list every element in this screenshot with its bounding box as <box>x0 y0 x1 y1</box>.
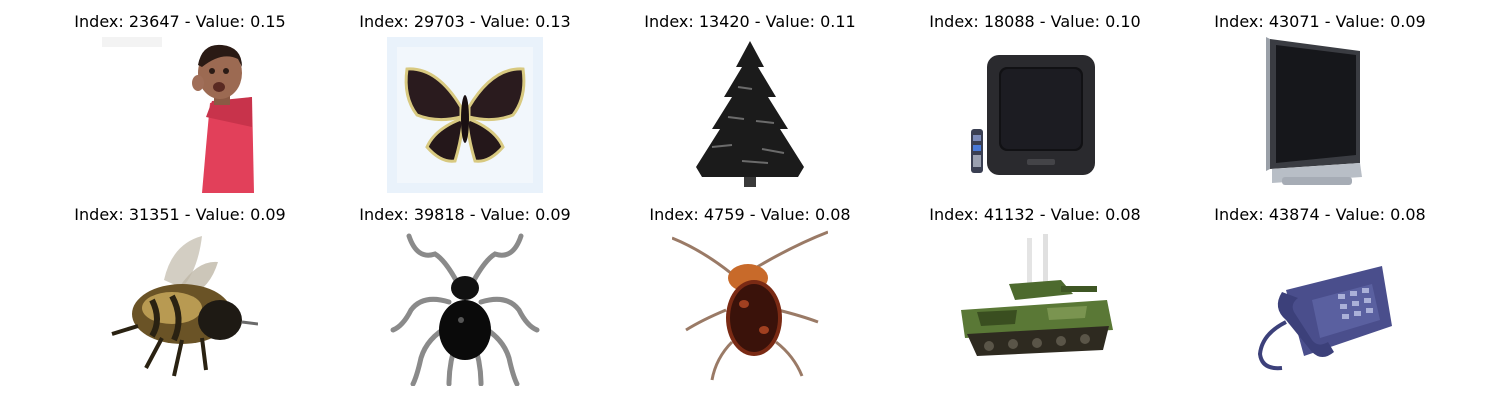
image-title: Index: 4759 - Value: 0.08 <box>649 205 851 224</box>
image-title: Index: 29703 - Value: 0.13 <box>359 12 571 31</box>
beetle-thumbnail <box>672 230 828 386</box>
image-title: Index: 13420 - Value: 0.11 <box>644 12 856 31</box>
grid-cell: Index: 4759 - Value: 0.08 <box>630 205 870 395</box>
spider-thumbnail <box>387 230 543 386</box>
grid-cell: Index: 43071 - Value: 0.09 <box>1200 12 1440 197</box>
grid-cell: Index: 13420 - Value: 0.11 <box>630 12 870 197</box>
telephone-thumbnail <box>1242 230 1398 386</box>
grid-cell: Index: 43874 - Value: 0.08 <box>1200 205 1440 395</box>
spider-icon <box>387 230 543 386</box>
crt-television-icon <box>957 37 1113 193</box>
grid-cell: Index: 23647 - Value: 0.15 <box>60 12 300 197</box>
tree-thumbnail <box>672 37 828 193</box>
beetle-icon <box>672 230 828 386</box>
tank-thumbnail <box>957 230 1113 386</box>
grid-cell: Index: 31351 - Value: 0.09 <box>60 205 300 395</box>
bee-thumbnail <box>102 230 258 386</box>
flat-television-thumbnail <box>1242 37 1398 193</box>
person-thumbnail <box>102 37 258 193</box>
image-title: Index: 23647 - Value: 0.15 <box>74 12 286 31</box>
grid-cell: Index: 41132 - Value: 0.08 <box>915 205 1155 395</box>
flat-television-icon <box>1242 37 1398 193</box>
grid-cell: Index: 29703 - Value: 0.13 <box>345 12 585 197</box>
image-title: Index: 18088 - Value: 0.10 <box>929 12 1141 31</box>
crt-television-thumbnail <box>957 37 1113 193</box>
tree-icon <box>672 37 828 193</box>
telephone-icon <box>1242 230 1398 386</box>
butterfly-icon <box>387 37 543 193</box>
image-title: Index: 43071 - Value: 0.09 <box>1214 12 1426 31</box>
person-icon <box>102 37 258 193</box>
butterfly-thumbnail <box>387 37 543 193</box>
tank-icon <box>957 230 1113 386</box>
image-title: Index: 39818 - Value: 0.09 <box>359 205 571 224</box>
grid-cell: Index: 18088 - Value: 0.10 <box>915 12 1155 197</box>
image-title: Index: 41132 - Value: 0.08 <box>929 205 1141 224</box>
bee-icon <box>102 230 258 386</box>
image-title: Index: 43874 - Value: 0.08 <box>1214 205 1426 224</box>
image-title: Index: 31351 - Value: 0.09 <box>74 205 286 224</box>
grid-cell: Index: 39818 - Value: 0.09 <box>345 205 585 395</box>
